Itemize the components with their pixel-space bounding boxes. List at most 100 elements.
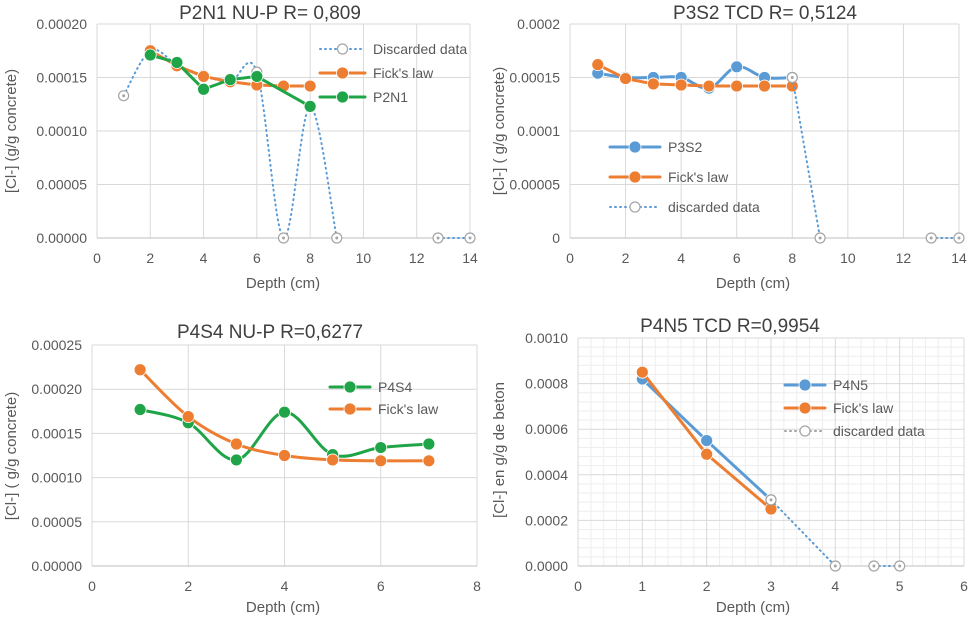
x-tick-label: 4	[831, 578, 839, 594]
y-tick-label: 0.0002	[525, 512, 568, 528]
x-tick-label: 6	[960, 578, 968, 594]
data-point	[170, 56, 184, 69]
data-point-discarded	[953, 232, 965, 244]
y-tick-label: 0.0000	[525, 558, 568, 574]
y-tick-label: 0.00015	[36, 70, 87, 86]
x-tick-label: 4	[677, 250, 685, 266]
data-point	[374, 454, 388, 468]
data-point	[758, 79, 771, 93]
legend-marker	[628, 170, 642, 184]
series-line	[791, 76, 822, 239]
x-tick-label: 14	[462, 250, 478, 266]
y-tick-label: 0.0008	[525, 376, 568, 392]
x-tick-label: 2	[622, 250, 630, 266]
x-tick-label: 10	[840, 250, 856, 266]
data-point	[143, 48, 157, 62]
y-tick-label: 0.00020	[31, 381, 82, 397]
x-tick-label: 0	[93, 250, 101, 266]
data-point	[674, 78, 688, 92]
legend-marker	[336, 90, 349, 104]
x-axis-title: Depth (cm)	[716, 599, 790, 616]
chart-p2n1: 0 2 4 6 8 10 12 14 0.00000 0.00005 0.00010 0.00015 0…	[3, 3, 478, 292]
legend-item: discarded data	[609, 199, 760, 215]
data-point	[181, 410, 195, 424]
y-tick-label: 0.00020	[36, 16, 87, 32]
x-axis-title: Depth (cm)	[246, 599, 320, 616]
data-point	[422, 437, 436, 451]
legend-item: Fick's law	[783, 400, 894, 416]
legend-label: P3S2	[668, 139, 702, 155]
chart-title: P4N5 TCD R=0,9954	[640, 316, 820, 337]
y-tick-label: 0.00005	[36, 177, 87, 193]
data-point	[326, 453, 340, 467]
legend-marker	[798, 378, 812, 392]
y-tick-label: 0.0006	[525, 421, 568, 437]
data-point	[223, 73, 237, 87]
y-tick-label: 0.0004	[525, 467, 568, 483]
legend-label: P4S4	[378, 379, 412, 395]
legend-marker	[343, 380, 357, 394]
data-point	[619, 72, 632, 85]
data-point	[646, 77, 660, 91]
y-axis-title: [Cl-] (g/g concrete)	[3, 69, 20, 193]
legend-label: discarded data	[833, 423, 925, 439]
legend-marker	[798, 401, 812, 415]
data-point	[278, 449, 291, 462]
legend-marker	[336, 66, 349, 80]
y-tick-label: 0	[552, 230, 560, 246]
legend-item: Fick's law	[328, 401, 439, 417]
legend-marker	[336, 43, 349, 55]
data-point	[591, 58, 605, 72]
x-tick-label: 0	[566, 250, 574, 266]
data-point-discarded	[331, 232, 343, 244]
x-tick-label: 5	[896, 578, 904, 594]
y-tick-label: 0.0001	[517, 123, 560, 139]
data-point	[229, 437, 243, 451]
legend-label: discarded data	[668, 199, 760, 215]
data-point-discarded	[464, 232, 476, 244]
legend-label: Fick's law	[668, 169, 729, 185]
data-point-discarded	[786, 71, 798, 84]
y-tick-label: 0.00005	[31, 514, 82, 530]
legend-label: Fick's law	[833, 400, 894, 416]
x-tick-label: 2	[703, 578, 711, 594]
chart-title: P3S2 TCD R= 0,5124	[673, 3, 857, 24]
x-tick-label: 14	[951, 250, 967, 266]
x-tick-label: 0	[88, 578, 96, 594]
data-point	[303, 79, 317, 93]
series-line	[770, 498, 837, 567]
x-tick-label: 8	[788, 250, 796, 266]
chart-p4s4: 0 2 4 6 8 0.00000 0.00005 0.00010 0.00015 0.00020…	[3, 322, 481, 616]
x-axis-title: Depth (cm)	[716, 275, 790, 292]
x-tick-label: 6	[733, 250, 741, 266]
legend-item: P3S2	[608, 139, 702, 155]
y-tick-label: 0.00010	[31, 470, 82, 486]
chart-p4n5: 0 1 2 3 4 5 6 0.0000 0.0002 0.0004 0.0006 0.0008 0.0…	[491, 316, 968, 616]
data-point	[635, 365, 649, 379]
legend-item: P4S4	[328, 379, 412, 395]
chart-title: P2N1 NU-P R= 0,809	[179, 3, 361, 24]
legend-item: Fick's law	[318, 65, 434, 81]
x-tick-label: 6	[253, 250, 261, 266]
x-tick-label: 2	[146, 250, 154, 266]
y-axis-title: [Cl-] ( g/g concrete)	[3, 392, 20, 520]
data-point	[303, 99, 317, 113]
legend-marker	[799, 425, 811, 437]
data-point	[422, 454, 436, 468]
legend-label: Fick's law	[378, 401, 439, 417]
x-tick-label: 3	[767, 578, 775, 594]
legend-marker	[629, 201, 641, 213]
data-point	[229, 453, 243, 467]
legend-item: Fick's law	[608, 169, 729, 185]
x-axis-title: Depth (cm)	[246, 275, 320, 292]
x-tick-label: 8	[473, 578, 481, 594]
y-tick-label: 0.00025	[31, 337, 82, 353]
data-point	[374, 441, 388, 454]
x-tick-label: 10	[356, 250, 372, 266]
legend-marker	[343, 402, 357, 416]
chart-title: P4S4 NU-P R=0,6277	[177, 322, 363, 343]
x-tick-label: 12	[896, 250, 912, 266]
y-tick-label: 0.00000	[31, 558, 82, 574]
y-tick-label: 0.0010	[525, 330, 568, 346]
y-tick-label: 0.00015	[31, 425, 82, 441]
